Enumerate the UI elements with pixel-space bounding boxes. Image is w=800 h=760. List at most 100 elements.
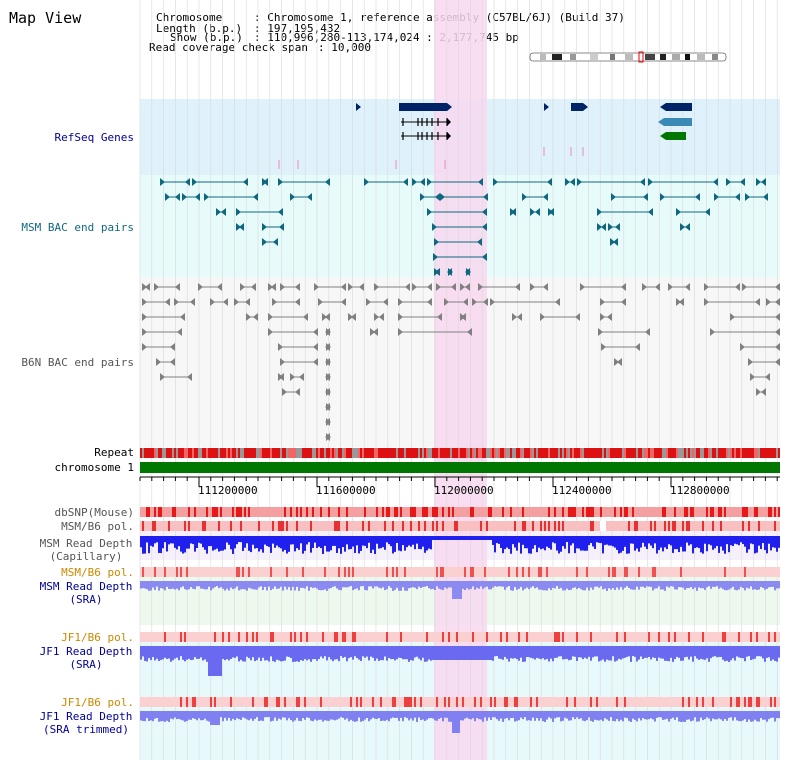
- msm-pol-segment: [154, 521, 156, 531]
- jf1-depth-trimmed-bar: [368, 711, 370, 722]
- jf1-pol-2-segment: [244, 697, 246, 707]
- msm-depth-sra-bar: [384, 581, 386, 591]
- msm-depth-capillary-bar: [424, 536, 426, 553]
- b6n-bac-end-pairs-label[interactable]: B6N BAC end pairs: [21, 356, 134, 369]
- dbsnp-segment: [606, 507, 608, 517]
- repeat-segment: [608, 448, 610, 458]
- repeat-segment: [198, 448, 200, 458]
- msm-pol-sra-segment: [476, 567, 478, 577]
- msm-depth-sra-bar: [568, 581, 570, 591]
- b6n-bac-pair-end: [517, 313, 522, 321]
- jf1-pol-2-segment: [170, 697, 172, 707]
- jf1-depth-sra-bar: [142, 646, 144, 657]
- jf1-depth-sra-bar: [144, 646, 146, 661]
- repeat-segment: [740, 448, 742, 458]
- b6n-bac-pair-end: [483, 298, 488, 306]
- msm-depth-capillary-bar: [560, 536, 562, 552]
- jf1-pol-segment: [692, 632, 694, 642]
- msm-depth-capillary-bar: [706, 536, 708, 552]
- msm-pol-sra-segment: [636, 567, 638, 577]
- msm-pol-segment: [442, 521, 444, 531]
- msm-depth-capillary-bar: [690, 536, 692, 545]
- jf1-pol-2-segment: [714, 697, 716, 707]
- msm-pol-sra-segment: [360, 567, 362, 577]
- msm-pol-sra-segment: [656, 567, 658, 577]
- msm-depth-sra-bar: [274, 581, 276, 587]
- msm-depth-capillary-bar: [778, 536, 780, 548]
- jf1-pol-2-segment: [486, 697, 488, 707]
- msm-depth-sra-bar: [262, 581, 264, 591]
- dbsnp-segment: [470, 507, 472, 517]
- jf1-depth-sra-bar: [346, 646, 348, 662]
- b6n-bac-pair-end: [398, 313, 403, 321]
- msm-pol-sra-segment: [514, 567, 516, 577]
- jf1-depth-sra-bar: [558, 646, 560, 657]
- jf1-depth-sra-bar: [642, 646, 644, 659]
- repeat-segment: [482, 448, 484, 458]
- repeat-segment: [176, 448, 178, 458]
- jf1-depth-sra-bar: [724, 646, 726, 662]
- repeat-segment: [652, 448, 654, 458]
- dbsnp-segment: [594, 507, 596, 517]
- msm-bac-end-pairs-label[interactable]: MSM BAC end pairs: [21, 221, 134, 234]
- msm-pol-sra-segment: [746, 567, 748, 577]
- repeat-segment: [284, 448, 286, 458]
- dbsnp-segment: [360, 507, 362, 517]
- dbsnp-segment: [400, 507, 402, 517]
- msm-pol-sra-segment: [396, 567, 398, 577]
- b6n-bac-pair-end: [451, 283, 456, 291]
- msm-bac-pair-end: [570, 178, 575, 186]
- jf1-depth-trimmed-bar: [706, 711, 708, 718]
- msm-pol-segment: [450, 521, 452, 531]
- jf1-pol-segment: [506, 632, 508, 642]
- jf1-pol-segment: [724, 632, 726, 642]
- jf1-depth-trimmed-bar: [446, 711, 448, 718]
- dbsnp-segment: [424, 507, 426, 517]
- jf1-depth-sra-bar: [560, 646, 562, 657]
- jf1-depth-trimmed-bar: [770, 711, 772, 718]
- msm-depth-capillary-bar: [530, 536, 532, 554]
- jf1-pol-segment: [628, 632, 630, 642]
- jf1-depth-sra-bar: [738, 646, 740, 658]
- refseq-genes-label[interactable]: RefSeq Genes: [54, 131, 134, 144]
- msm-pol-sra-segment: [486, 567, 488, 577]
- jf1-depth-trimmed-bar: [174, 711, 176, 718]
- dbsnp-segment: [410, 507, 412, 517]
- jf1-pol-segment: [334, 632, 336, 642]
- msm-pol-segment: [416, 521, 418, 531]
- jf1-pol-segment: [268, 632, 270, 642]
- ruler-tick-label: 111200000: [198, 484, 258, 497]
- jf1-pol-2-segment: [236, 697, 238, 707]
- msm-depth-capillary-bar: [164, 536, 166, 543]
- msm-depth-capillary-bar: [476, 536, 478, 540]
- jf1-pol-segment: [244, 632, 246, 642]
- jf1-depth-sra-bar: [504, 646, 506, 657]
- repeat-segment: [180, 448, 182, 458]
- b6n-bac-pair-end: [467, 328, 472, 336]
- jf1-pol-segment: [468, 632, 470, 642]
- msm-depth-capillary-bar: [488, 536, 490, 540]
- jf1-pol-2-segment: [216, 697, 218, 707]
- msm-depth-sra-bar: [506, 581, 508, 588]
- msm-pol-segment: [290, 521, 292, 531]
- jf1-pol-segment: [754, 632, 756, 642]
- msm-depth-sra-bar: [482, 581, 484, 589]
- msm-pol-segment: [272, 521, 274, 531]
- msm-pol-sra-segment: [190, 567, 192, 577]
- dbsnp-segment: [640, 507, 642, 517]
- jf1-depth-trimmed-bar: [232, 711, 234, 719]
- msm-pol-sra-segment: [152, 567, 154, 577]
- jf1-pol-segment: [422, 632, 424, 642]
- msm-depth-sra-bar: [676, 581, 678, 590]
- repeat-segment: [346, 448, 348, 458]
- jf1-depth-trimmed-bar: [736, 711, 738, 721]
- jf1-depth-trimmed-bar: [632, 711, 634, 719]
- repeat-segment: [364, 448, 366, 458]
- msm-pol-sra-segment: [562, 567, 564, 577]
- msm-depth-capillary-bar: [576, 536, 578, 549]
- msm-bac-pair-end: [597, 223, 602, 231]
- jf1-pol-2-segment: [736, 697, 738, 707]
- jf1-depth-trimmed-bar: [272, 711, 274, 721]
- jf1-depth-sra-bar: [240, 646, 242, 660]
